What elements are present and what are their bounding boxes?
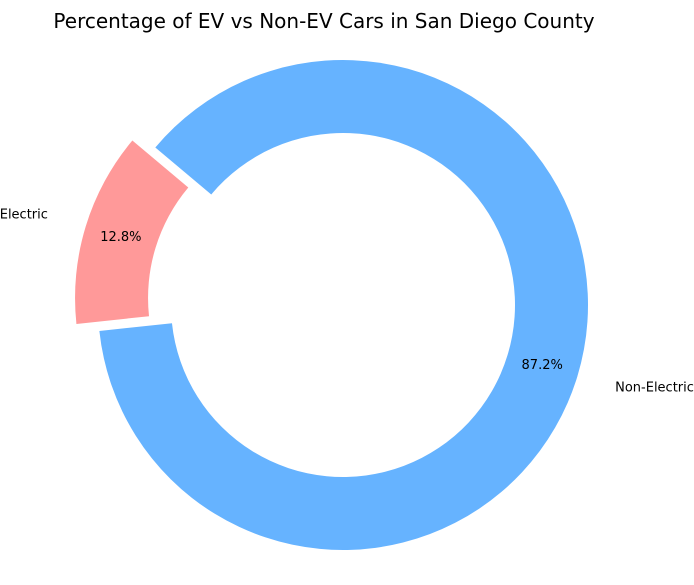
donut-labels: Electric 12.8% Non-Electric 87.2%	[0, 208, 694, 396]
label-non-electric: Non-Electric	[615, 380, 694, 395]
slice-non-electric	[99, 59, 589, 550]
value-label-non-electric: 87.2%	[522, 358, 563, 373]
label-electric: Electric	[0, 208, 48, 223]
slice-electric	[75, 140, 189, 324]
value-label-electric: 12.8%	[100, 230, 141, 245]
chart-title: Percentage of EV vs Non-EV Cars in San D…	[53, 9, 594, 33]
donut-slices	[75, 59, 589, 550]
